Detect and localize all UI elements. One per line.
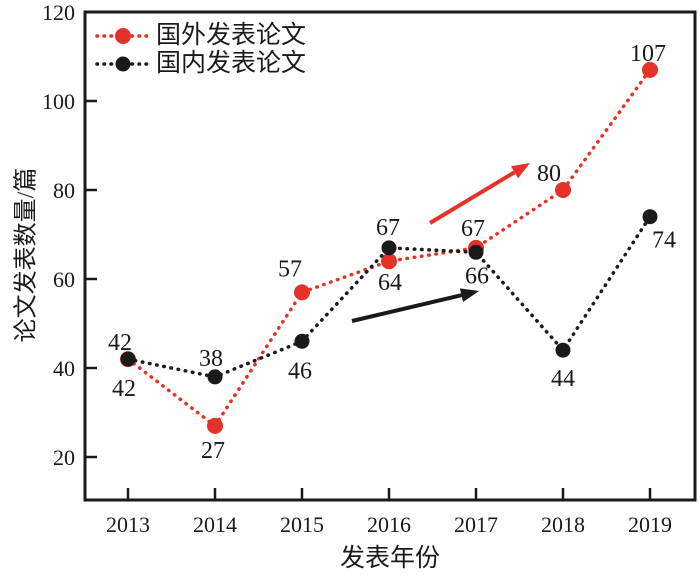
data-point-label-foreign-2014: 27 — [201, 438, 225, 464]
data-point-domestic-2013 — [120, 351, 136, 367]
data-point-label-domestic-2017: 66 — [465, 263, 489, 289]
data-point-domestic-2018 — [555, 342, 571, 358]
legend: 国外发表论文 国内发表论文 — [95, 22, 306, 78]
x-axis-title: 发表年份 — [339, 545, 440, 572]
foreign-trend-arrow-head-icon — [510, 163, 530, 179]
y-axis-title: 论文发表数量/篇 — [13, 167, 40, 343]
data-point-foreign-2016 — [381, 253, 397, 270]
legend-label-foreign: 国外发表论文 — [156, 22, 307, 49]
legend-label-domestic: 国内发表论文 — [156, 50, 307, 77]
data-point-label-domestic-2013: 42 — [108, 330, 132, 356]
data-point-label-domestic-2015: 46 — [288, 358, 312, 384]
y-tick-label: 120 — [42, 0, 75, 25]
domestic-trend-arrow-head-icon — [459, 288, 479, 302]
x-tick-label: 2014 — [193, 512, 237, 537]
y-tick-label: 100 — [42, 89, 75, 114]
data-point-label-foreign-2017: 67 — [461, 216, 485, 242]
legend-marker-foreign-icon — [95, 27, 151, 45]
data-point-label-foreign-2016: 64 — [378, 270, 402, 296]
x-tick-label: 2017 — [454, 512, 498, 537]
data-point-domestic-2017 — [468, 244, 484, 260]
x-tick-label: 2018 — [541, 512, 585, 537]
legend-item-domestic: 国内发表论文 — [95, 50, 306, 78]
legend-item-foreign: 国外发表论文 — [95, 22, 306, 50]
data-point-foreign-2014 — [207, 417, 223, 434]
legend-marker-domestic-icon — [95, 55, 151, 73]
y-tick-label: 20 — [53, 445, 75, 470]
data-point-domestic-2015 — [294, 333, 310, 349]
foreign-trend-arrow — [428, 170, 516, 225]
data-point-label-domestic-2019: 74 — [652, 228, 676, 254]
x-tick-label: 2013 — [106, 512, 150, 537]
data-point-foreign-2015 — [294, 284, 310, 301]
data-point-domestic-2016 — [381, 240, 397, 256]
y-tick-label: 80 — [53, 178, 75, 203]
data-point-foreign-2018 — [555, 182, 571, 198]
data-point-label-foreign-2013: 42 — [112, 376, 136, 402]
data-point-label-foreign-2015: 57 — [278, 256, 302, 282]
data-point-label-domestic-2018: 44 — [551, 366, 575, 392]
data-point-label-domestic-2014: 38 — [199, 346, 223, 372]
data-point-label-foreign-2018: 80 — [537, 161, 561, 187]
y-tick-label: 60 — [53, 267, 75, 292]
data-point-label-foreign-2019: 107 — [630, 41, 666, 67]
data-point-foreign-2019 — [642, 61, 658, 78]
domestic-trend-arrow — [351, 293, 462, 323]
data-point-label-domestic-2016: 67 — [376, 215, 400, 241]
data-point-domestic-2014 — [207, 369, 223, 385]
x-tick-label: 2016 — [367, 512, 411, 537]
data-point-domestic-2019 — [642, 209, 658, 225]
x-tick-label: 2019 — [628, 512, 672, 537]
x-tick-label: 2015 — [280, 512, 324, 537]
y-tick-label: 40 — [53, 356, 75, 381]
